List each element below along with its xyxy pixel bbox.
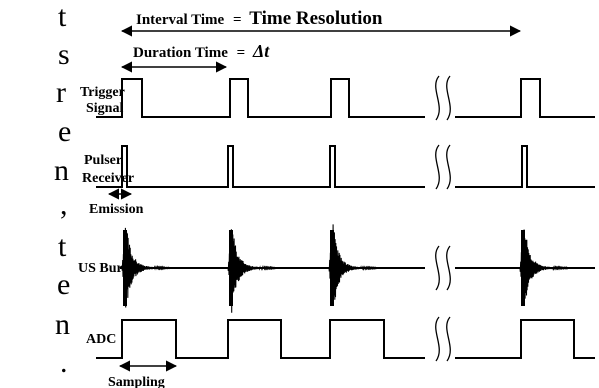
us-burst-label: US Burst xyxy=(78,261,133,276)
break-curve xyxy=(446,316,451,362)
time-break-symbols xyxy=(435,75,451,362)
break-curve xyxy=(435,75,440,121)
fragment-char: n xyxy=(54,154,69,187)
interval-equals: = xyxy=(233,12,242,28)
fragment-char: t xyxy=(58,0,67,33)
interval-time-label: Interval Time = Time Resolution xyxy=(136,8,383,29)
fragment-char: , xyxy=(60,188,68,221)
adc-waveform xyxy=(96,319,595,359)
left-text-fragment: t s r e n , t e n . xyxy=(54,0,71,379)
adc-label: ADC xyxy=(86,332,116,347)
break-curve xyxy=(446,144,451,190)
break-curve xyxy=(435,144,440,190)
duration-equals: = xyxy=(237,45,246,61)
us-burst-pulse xyxy=(227,229,277,313)
fragment-char: e xyxy=(57,268,70,301)
emission-label: Emission xyxy=(89,202,144,217)
fragment-char: s xyxy=(58,38,70,71)
trigger-waveform xyxy=(96,78,595,118)
fragment-char: n xyxy=(55,308,70,341)
us-burst-waveforms xyxy=(121,224,569,313)
duration-time-label: Duration Time = Δt xyxy=(133,41,270,61)
us-burst-pulse xyxy=(121,227,171,308)
duration-prefix: Duration Time xyxy=(133,45,228,61)
fragment-char: e xyxy=(58,115,71,148)
us-burst-pulse xyxy=(328,224,378,303)
us-burst-core xyxy=(229,230,233,306)
trigger-label-line2: Signal xyxy=(86,101,123,116)
us-burst-core xyxy=(330,230,334,306)
break-curve xyxy=(446,75,451,121)
fragment-char: r xyxy=(56,76,66,109)
break-curve xyxy=(435,245,440,291)
fragment-char: . xyxy=(60,346,68,379)
interval-prefix: Interval Time xyxy=(136,12,225,28)
break-curve xyxy=(446,245,451,291)
time-resolution-label: Time Resolution xyxy=(249,8,383,29)
delta-t-label: Δt xyxy=(252,41,270,61)
fragment-char: t xyxy=(58,230,67,263)
break-curve xyxy=(435,316,440,362)
trigger-label-line1: Trigger xyxy=(80,85,125,100)
us-burst-core xyxy=(123,230,127,306)
us-burst-core xyxy=(521,230,525,306)
pulser-waveform xyxy=(96,145,595,188)
us-burst-pulse xyxy=(519,229,569,304)
sampling-label: Sampling xyxy=(108,375,165,388)
pulser-label-line1: Pulser xyxy=(84,153,122,168)
